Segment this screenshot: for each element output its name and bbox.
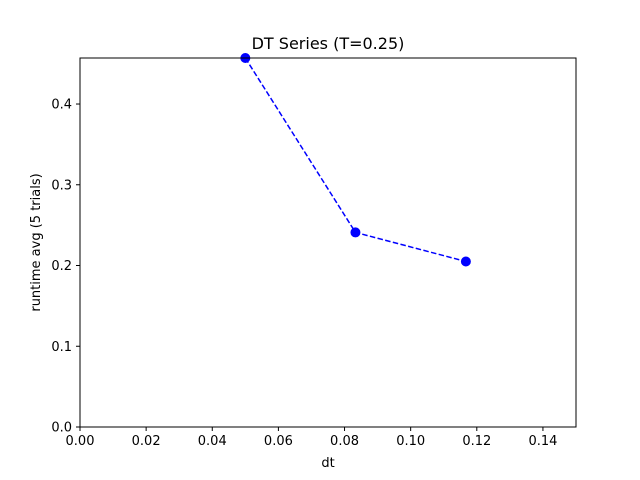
y-axis-label: runtime avg (5 trials) [29, 173, 44, 311]
y-tick-label: 0.2 [51, 259, 72, 274]
y-tick-label: 0.1 [51, 340, 72, 355]
y-tick-label: 0.4 [51, 98, 72, 113]
y-tick-label: 0.0 [51, 421, 72, 436]
x-tick-label: 0.06 [264, 434, 293, 449]
x-tick-label: 0.02 [132, 434, 161, 449]
x-tick-label: 0.10 [396, 434, 425, 449]
data-point [460, 256, 471, 267]
x-axis: 0.00 0.02 0.04 0.06 0.08 0.10 0.12 0.14 [66, 427, 557, 449]
x-axis-label: dt [321, 456, 334, 471]
x-tick-label: 0.08 [330, 434, 359, 449]
y-tick-label: 0.3 [51, 178, 72, 193]
x-tick-label: 0.00 [66, 434, 95, 449]
plot-frame [79, 57, 577, 428]
y-axis: 0.0 0.1 0.2 0.3 0.4 [51, 98, 80, 436]
x-tick-label: 0.14 [528, 434, 557, 449]
chart-title: DT Series (T=0.25) [252, 34, 405, 53]
data-point [350, 227, 361, 238]
plot-area [80, 58, 576, 427]
x-tick-label: 0.04 [198, 434, 227, 449]
x-tick-label: 0.12 [462, 434, 491, 449]
